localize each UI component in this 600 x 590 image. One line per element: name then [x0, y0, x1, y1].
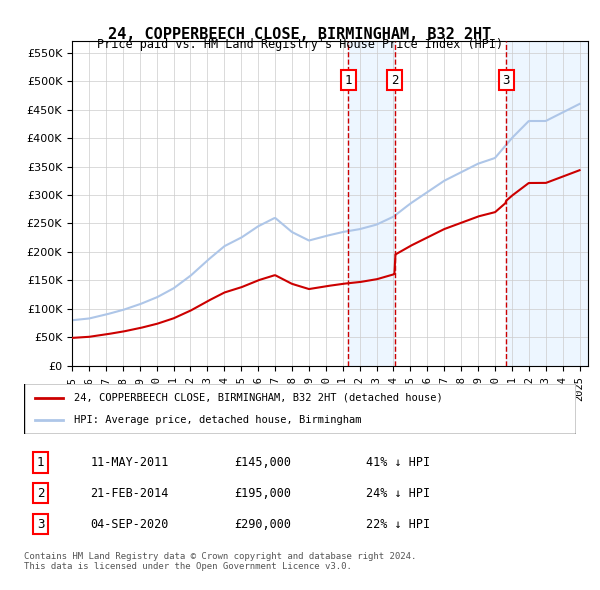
Bar [506, 41, 588, 366]
FancyBboxPatch shape [24, 384, 576, 434]
Text: 24, COPPERBEECH CLOSE, BIRMINGHAM, B32 2HT: 24, COPPERBEECH CLOSE, BIRMINGHAM, B32 2… [109, 27, 491, 41]
Text: Contains HM Land Registry data © Crown copyright and database right 2024.
This d: Contains HM Land Registry data © Crown c… [24, 552, 416, 571]
Text: 2: 2 [37, 487, 44, 500]
Text: 24, COPPERBEECH CLOSE, BIRMINGHAM, B32 2HT (detached house): 24, COPPERBEECH CLOSE, BIRMINGHAM, B32 2… [74, 392, 442, 402]
Text: 11-MAY-2011: 11-MAY-2011 [90, 455, 169, 469]
Text: 2: 2 [391, 74, 398, 87]
Text: £195,000: £195,000 [234, 487, 291, 500]
Text: 1: 1 [344, 74, 352, 87]
Bar [349, 41, 395, 366]
Text: 3: 3 [502, 74, 510, 87]
Text: 3: 3 [37, 517, 44, 531]
Text: 1: 1 [37, 455, 44, 469]
Text: 41% ↓ HPI: 41% ↓ HPI [366, 455, 430, 469]
Text: HPI: Average price, detached house, Birmingham: HPI: Average price, detached house, Birm… [74, 415, 361, 425]
Text: 24% ↓ HPI: 24% ↓ HPI [366, 487, 430, 500]
Text: 04-SEP-2020: 04-SEP-2020 [90, 517, 169, 531]
Text: £145,000: £145,000 [234, 455, 291, 469]
Text: 21-FEB-2014: 21-FEB-2014 [90, 487, 169, 500]
Text: £290,000: £290,000 [234, 517, 291, 531]
Text: 22% ↓ HPI: 22% ↓ HPI [366, 517, 430, 531]
Text: Price paid vs. HM Land Registry's House Price Index (HPI): Price paid vs. HM Land Registry's House … [97, 38, 503, 51]
